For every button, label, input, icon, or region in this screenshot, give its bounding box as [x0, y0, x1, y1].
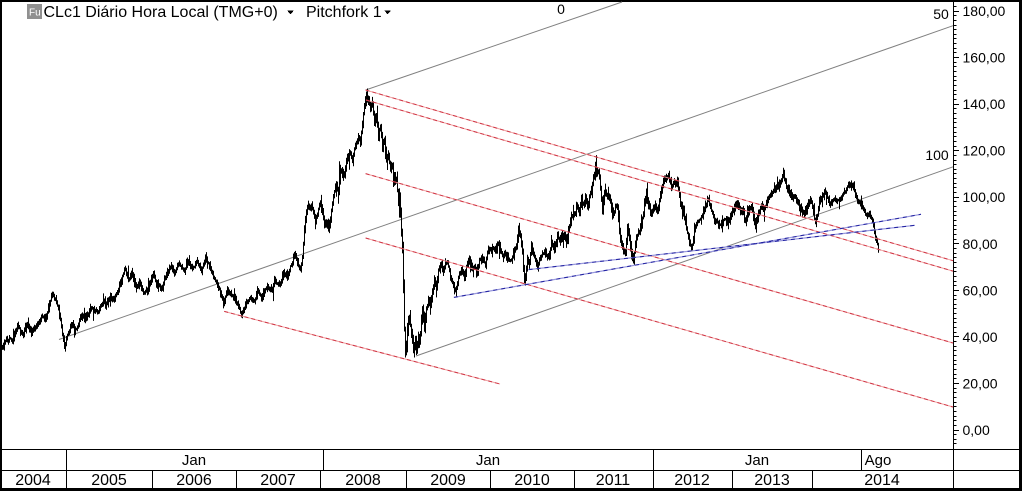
svg-text:2008: 2008: [345, 472, 381, 489]
svg-text:2010: 2010: [514, 472, 550, 489]
svg-text:0,00: 0,00: [963, 422, 990, 438]
svg-text:Jan: Jan: [182, 452, 206, 469]
svg-text:180,00: 180,00: [963, 3, 1006, 19]
svg-text:Jan: Jan: [476, 452, 500, 469]
svg-text:160,00: 160,00: [963, 50, 1006, 66]
svg-text:100,00: 100,00: [963, 189, 1006, 205]
svg-text:2004: 2004: [15, 472, 51, 489]
svg-text:50: 50: [933, 6, 949, 22]
svg-text:120,00: 120,00: [963, 143, 1006, 159]
svg-text:2009: 2009: [430, 472, 466, 489]
svg-text:40,00: 40,00: [963, 329, 998, 345]
svg-text:2014: 2014: [864, 472, 900, 489]
svg-text:2005: 2005: [91, 472, 127, 489]
svg-text:Fu: Fu: [29, 8, 41, 19]
svg-text:CLc1 Diário Hora Local (TMG+0): CLc1 Diário Hora Local (TMG+0): [44, 4, 278, 21]
svg-text:80,00: 80,00: [963, 236, 998, 252]
svg-text:2013: 2013: [754, 472, 790, 489]
svg-text:Pitchfork 1: Pitchfork 1: [306, 4, 382, 21]
svg-text:140,00: 140,00: [963, 96, 1006, 112]
svg-text:Ago: Ago: [865, 452, 892, 469]
svg-text:60,00: 60,00: [963, 282, 998, 298]
svg-text:100: 100: [925, 147, 949, 163]
svg-text:20,00: 20,00: [963, 375, 998, 391]
svg-text:2007: 2007: [260, 472, 296, 489]
svg-text:2012: 2012: [674, 472, 710, 489]
svg-text:0: 0: [557, 1, 565, 17]
svg-text:2006: 2006: [176, 472, 212, 489]
svg-text:2011: 2011: [596, 472, 631, 489]
svg-text:Jan: Jan: [745, 452, 769, 469]
